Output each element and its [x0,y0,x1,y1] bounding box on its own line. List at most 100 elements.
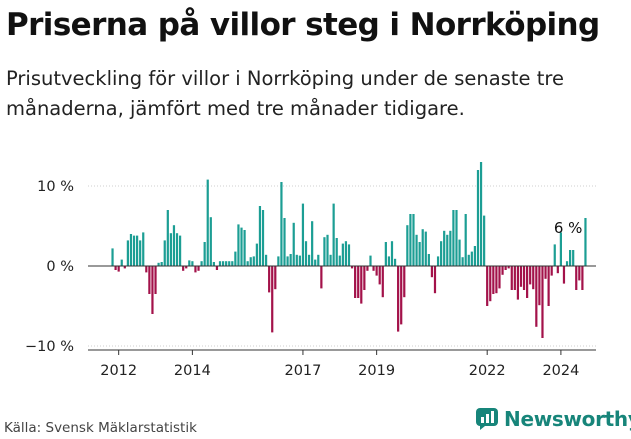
bar [261,210,265,266]
bar [301,203,305,266]
bar [516,266,520,300]
bar [572,250,575,266]
bar [114,266,117,270]
bar [492,266,495,294]
bar [584,218,587,266]
bar [397,266,400,332]
bar [384,242,387,266]
bar [565,261,569,266]
bar [136,235,139,266]
bar [578,266,581,281]
bar [375,266,378,276]
bar [360,266,363,304]
newsworthy-logo-icon [476,408,498,430]
bar [311,221,314,266]
bar [363,266,366,290]
newsworthy-logo[interactable]: Newsworthy [476,407,631,431]
bar [507,266,510,269]
bar [581,266,584,290]
bar [237,224,240,266]
bar [440,241,443,266]
bar [473,246,477,266]
bars [111,162,587,338]
bar [350,266,354,269]
bar [556,266,559,274]
bar [464,214,467,266]
bar [449,230,452,266]
bar [172,225,176,266]
bar [501,266,504,275]
bar [519,266,523,287]
bar [553,244,556,266]
bar [326,234,329,266]
bar [307,254,311,266]
bar [559,232,562,266]
source-note: Källa: Svensk Mäklarstatistik [4,420,197,436]
bar [430,266,434,278]
bar [197,266,200,271]
brand-name: Newsworthy [504,407,631,431]
bar [544,266,547,279]
bar [446,234,449,266]
bar [415,234,418,266]
bar [347,244,351,266]
bar [412,214,415,266]
bar [163,240,166,266]
bar [317,254,320,266]
bar [215,266,219,270]
bar [129,234,133,266]
y-tick-label: 10 % [37,179,74,195]
bar [268,266,271,293]
bar [166,210,169,266]
bar [427,254,430,266]
bar [225,261,228,266]
bar [332,203,335,266]
bar [289,254,292,266]
bar [538,266,541,306]
bar [126,240,129,266]
bar [504,266,507,270]
bar [541,266,544,338]
bar [286,256,289,266]
bar [387,256,391,266]
y-axis-labels: 10 % 0 % −10 % [25,179,74,355]
bar [295,254,298,266]
bar [206,179,209,266]
bar [458,239,461,266]
bar [218,261,222,266]
bar [298,255,301,266]
bar [145,266,148,273]
bar [240,227,243,266]
bar [111,248,114,266]
bar [280,182,283,266]
bar [231,261,234,266]
chart-subtitle: Prisutveckling för villor i Norrköping u… [6,67,564,120]
bar [513,266,516,290]
bar [200,261,203,266]
bar [271,266,274,333]
x-tick-label: 2012 [100,363,137,379]
bar [476,170,480,266]
bar [424,231,427,266]
bar [212,262,215,266]
bar [526,266,529,298]
bar [249,257,252,266]
bar [418,242,421,266]
bar [191,261,194,266]
bar [357,266,360,298]
x-tick-label: 2017 [284,363,321,379]
x-tick-label: 2024 [542,363,579,379]
bar [252,256,255,266]
bar [403,266,406,298]
bar [188,260,191,266]
bar [169,233,172,266]
bar [274,266,277,290]
bar [139,240,142,266]
bar [406,225,409,266]
bar [436,256,440,266]
bar [142,232,145,266]
bar [393,258,397,266]
bar [486,266,489,306]
bar [203,242,206,266]
bar [320,266,323,289]
